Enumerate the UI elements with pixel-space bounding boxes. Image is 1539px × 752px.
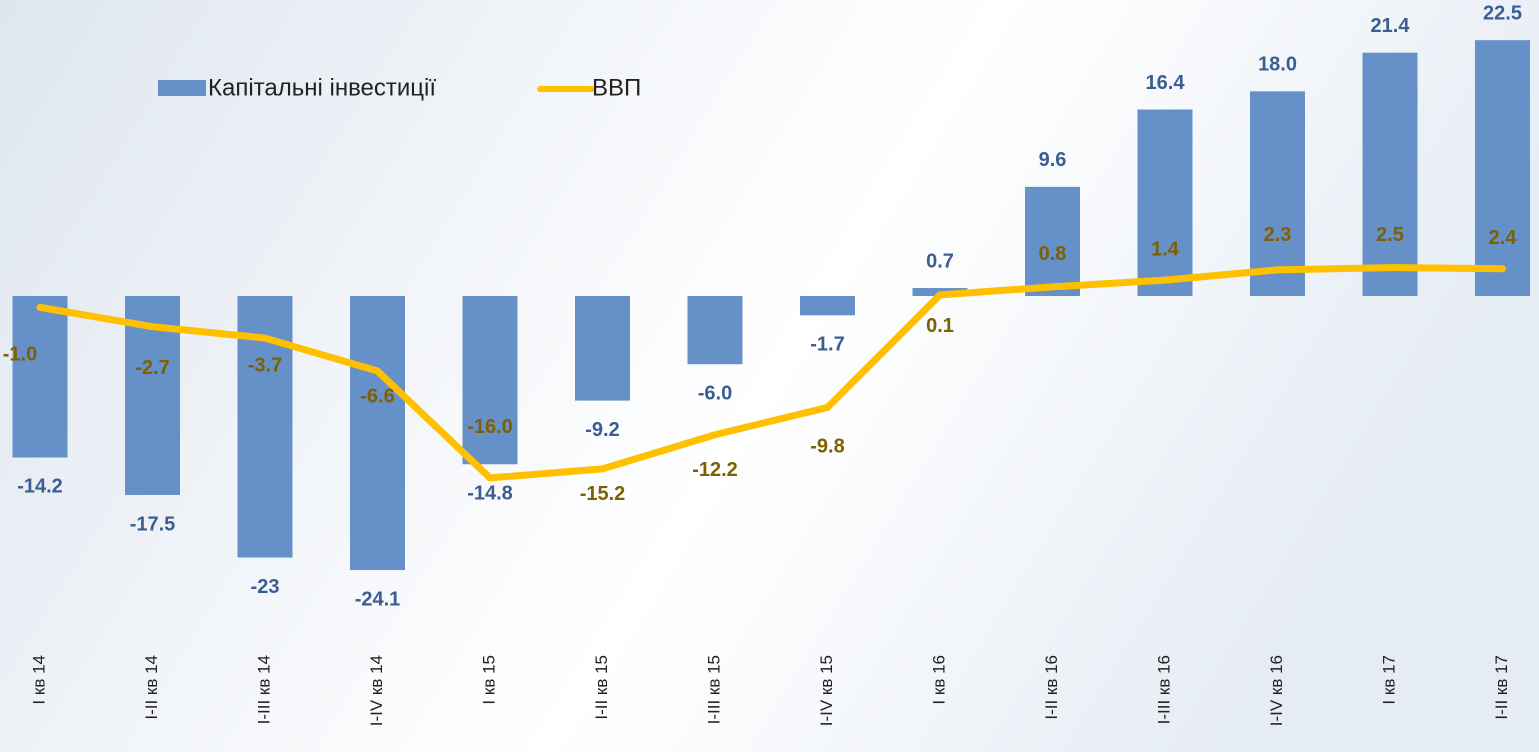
x-tick-label: I-III кв 16 — [1154, 655, 1173, 724]
bar-value-label: -23 — [251, 576, 280, 598]
bar-value-label: 0.7 — [926, 250, 954, 272]
line-value-label: -1.0 — [3, 344, 37, 366]
bar — [1362, 52, 1418, 296]
bar-value-label: -24.1 — [355, 588, 401, 610]
bar-value-label: 21.4 — [1371, 15, 1411, 37]
line-value-label: 2.3 — [1264, 224, 1292, 246]
x-tick-label: I-II кв 17 — [1492, 655, 1511, 720]
line-value-label: -3.7 — [248, 354, 282, 376]
bar — [687, 296, 743, 365]
x-tick-label: I кв 14 — [29, 655, 48, 705]
bar — [462, 296, 518, 465]
line-value-label: 2.5 — [1376, 224, 1404, 246]
x-tick-label: I-IV кв 16 — [1267, 655, 1286, 726]
bar-value-label: 16.4 — [1146, 72, 1186, 94]
bar-value-label: 22.5 — [1483, 2, 1522, 24]
x-tick-label: I-IV кв 14 — [367, 655, 386, 726]
bar-value-label: 9.6 — [1039, 149, 1067, 171]
line-value-label: 0.8 — [1039, 243, 1067, 265]
bar-value-label: -9.2 — [585, 419, 619, 441]
line-value-label: 1.4 — [1151, 238, 1180, 260]
x-tick-label: I кв 16 — [929, 655, 948, 705]
line-value-label: -15.2 — [580, 483, 626, 505]
bar-value-label: -6.0 — [698, 383, 732, 405]
x-tick-label: I кв 15 — [479, 655, 498, 705]
legend-label: Капітальні інвестиції — [208, 74, 436, 101]
x-tick-label: I-II кв 16 — [1042, 655, 1061, 720]
bar — [1475, 40, 1530, 296]
bar — [12, 296, 68, 458]
line-value-label: 2.4 — [1489, 227, 1518, 249]
bar-value-label: -14.8 — [467, 483, 513, 505]
bar — [1250, 91, 1305, 296]
line-value-label: -2.7 — [135, 357, 169, 379]
bar-value-label: -1.7 — [810, 334, 844, 356]
line — [36, 264, 1506, 482]
x-tick-label: I-II кв 15 — [592, 655, 611, 720]
line-value-label: -9.8 — [810, 436, 844, 458]
bar — [575, 296, 630, 401]
line-value-label: -16.0 — [467, 416, 513, 438]
line-value-label: 0.1 — [926, 315, 954, 337]
x-tick-label: I-III кв 15 — [704, 655, 723, 724]
bar — [350, 296, 405, 571]
line-value-label: -6.6 — [360, 385, 394, 407]
bar-value-label: -14.2 — [17, 476, 63, 498]
legend-label: ВВП — [592, 74, 641, 101]
line-value-label: -12.2 — [692, 459, 738, 481]
bar-value-label: -17.5 — [130, 513, 176, 535]
bar — [1137, 109, 1193, 296]
x-tick-label: I-III кв 14 — [254, 655, 273, 724]
bar — [800, 296, 855, 316]
bar — [1025, 186, 1080, 296]
bar-value-label: 18.0 — [1258, 54, 1297, 76]
legend-swatch — [158, 80, 206, 96]
x-tick-label: I-IV кв 15 — [817, 655, 836, 726]
x-tick-label: I кв 17 — [1379, 655, 1398, 705]
x-tick-label: I-II кв 14 — [142, 655, 161, 720]
